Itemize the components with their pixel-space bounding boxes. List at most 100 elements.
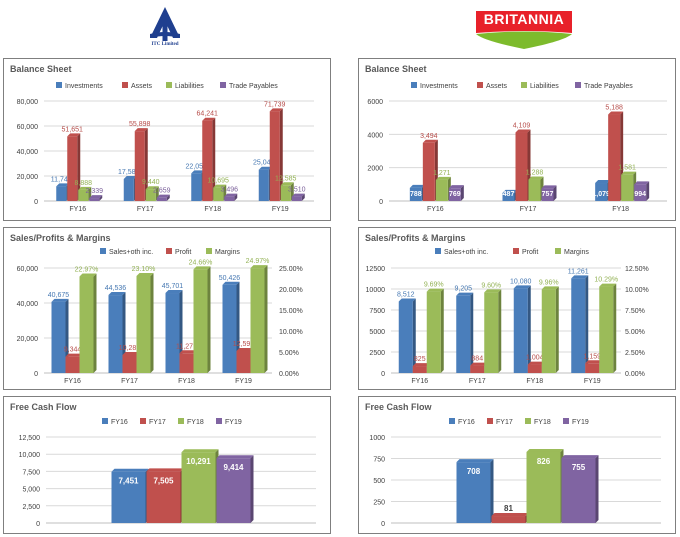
data-label: 11,271 xyxy=(176,343,197,350)
bar xyxy=(634,184,647,201)
y-tick-label: 0 xyxy=(381,521,385,528)
britannia-free-cash-flow-chart: 0 250 500 750 1000 FY16 FY17 FY18 FY19 708 81 826 75… xyxy=(369,418,661,528)
bar-top xyxy=(67,133,81,137)
legend-label: FY19 xyxy=(225,419,242,426)
bar xyxy=(191,173,202,201)
data-label: 44,536 xyxy=(105,285,127,292)
y-tick-label: 0 xyxy=(34,371,38,378)
bar-side xyxy=(595,455,599,523)
data-label: 22,053 xyxy=(186,163,208,170)
legend-label: Profit xyxy=(522,249,538,256)
bar-top xyxy=(456,459,494,463)
legend-swatch xyxy=(166,82,172,88)
bar xyxy=(108,295,123,373)
data-label: 2,659 xyxy=(153,188,171,195)
bar-top xyxy=(541,286,559,290)
bar-top xyxy=(236,347,254,351)
data-label: 81 xyxy=(504,504,513,513)
data-label: 22.97% xyxy=(75,267,99,274)
y-tick-label: 250 xyxy=(373,500,385,507)
y2-tick-label: 10.00% xyxy=(279,329,303,336)
bar-top xyxy=(56,183,70,187)
bar xyxy=(621,174,634,201)
bar-top xyxy=(181,449,219,453)
data-label: 50,426 xyxy=(219,275,241,282)
bar xyxy=(51,301,66,373)
data-label: 9,414 xyxy=(223,463,244,472)
y2-tick-label: 0.00% xyxy=(279,371,299,378)
bar xyxy=(448,188,461,201)
bar xyxy=(608,114,621,201)
bar-top xyxy=(202,117,216,121)
data-label: 487 xyxy=(503,191,515,198)
data-label: 708 xyxy=(467,467,481,476)
chart-title: Free Cash Flow xyxy=(10,402,77,412)
y-tick-label: 5000 xyxy=(369,329,385,336)
category-label: FY16 xyxy=(69,206,86,213)
y-tick-label: 20,000 xyxy=(17,174,39,181)
bar xyxy=(527,364,542,373)
bar xyxy=(216,458,251,523)
data-label: 4,109 xyxy=(513,123,531,130)
data-label: 884 xyxy=(471,356,483,363)
y-tick-label: 60,000 xyxy=(17,124,39,131)
bar xyxy=(179,353,194,373)
legend-swatch xyxy=(525,418,531,424)
y-tick-label: 5,000 xyxy=(22,487,40,494)
category-label: FY18 xyxy=(178,378,195,385)
bar-side xyxy=(250,455,254,523)
bar-top xyxy=(258,166,272,170)
bar xyxy=(585,363,600,373)
bar-side xyxy=(166,194,170,201)
legend-swatch xyxy=(449,418,455,424)
bar xyxy=(456,295,471,373)
bar-top xyxy=(291,193,305,197)
y2-tick-label: 2.50% xyxy=(625,350,645,357)
y-tick-label: 0 xyxy=(381,371,385,378)
itc-logo-mark xyxy=(150,7,180,41)
bar xyxy=(269,111,280,201)
category-label: FY19 xyxy=(272,206,289,213)
bar xyxy=(409,187,422,201)
bar-top xyxy=(528,176,544,180)
bar xyxy=(193,269,208,373)
legend-label: Assets xyxy=(486,83,508,90)
bar-top xyxy=(526,448,564,452)
legend-swatch xyxy=(206,248,212,254)
y2-tick-label: 5.00% xyxy=(625,329,645,336)
bar xyxy=(67,136,78,201)
data-label: 826 xyxy=(537,457,551,466)
bar-top xyxy=(108,292,126,296)
bar xyxy=(422,142,435,201)
legend-label: Sales+oth inc. xyxy=(444,249,488,256)
britannia-balance-sheet-chart: 0 2000 4000 6000 Investments Assets Liabilitie… xyxy=(367,82,667,213)
legend-swatch xyxy=(220,82,226,88)
bar-top xyxy=(123,176,137,180)
data-label: 10,291 xyxy=(186,457,211,466)
britannia-free-cash-flow-panel: Free Cash Flow 0 250 500 750 1000 FY16 FY17 FY1… xyxy=(358,396,676,534)
legend-label: Liabilities xyxy=(175,83,204,90)
y-tick-label: 80,000 xyxy=(17,99,39,106)
bar-top xyxy=(191,170,205,174)
data-label: 64,241 xyxy=(197,111,219,118)
y-tick-label: 0 xyxy=(379,199,383,206)
bar-top xyxy=(179,350,197,354)
bar-side xyxy=(234,193,238,201)
britannia-logo-shape xyxy=(476,11,572,49)
bar xyxy=(561,458,596,523)
bar-side xyxy=(279,108,283,201)
data-label: 5,188 xyxy=(605,105,623,112)
bar-top xyxy=(409,184,425,188)
data-label: 10.29% xyxy=(594,277,618,284)
data-label: 2,339 xyxy=(85,188,103,195)
itc-logo: ITC Limited xyxy=(140,4,190,54)
bar xyxy=(541,188,554,201)
y-tick-label: 2,500 xyxy=(22,504,40,511)
bar-side xyxy=(490,459,494,523)
y-tick-label: 0 xyxy=(34,199,38,206)
bar-top xyxy=(621,171,637,175)
bar xyxy=(398,301,413,373)
bar-top xyxy=(134,128,148,132)
data-label: 45,701 xyxy=(162,283,184,290)
y2-tick-label: 25.00% xyxy=(279,266,303,273)
